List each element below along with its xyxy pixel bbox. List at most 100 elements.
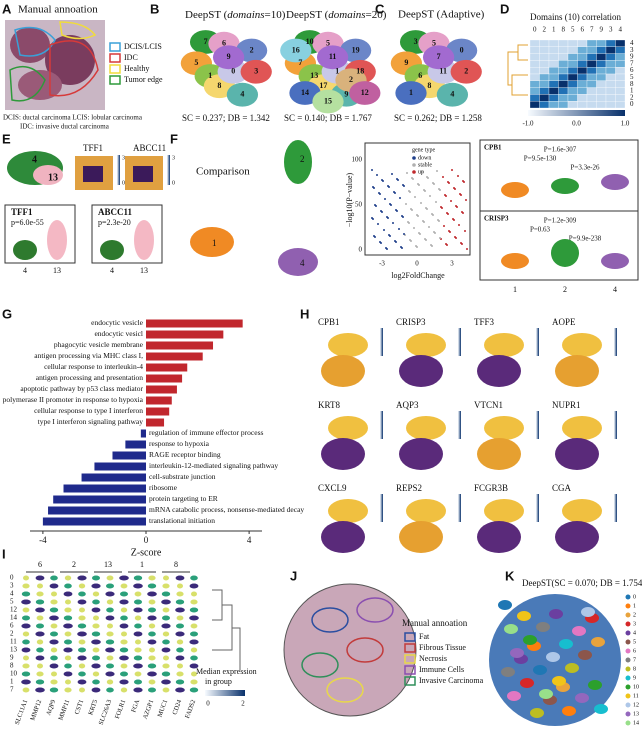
bar	[146, 363, 188, 372]
violin	[176, 671, 184, 677]
heat-cell	[529, 87, 540, 95]
domain-label: 6	[222, 39, 226, 48]
expression-map	[555, 438, 599, 470]
violin	[175, 575, 185, 581]
violin	[161, 647, 171, 653]
heat-cell	[605, 53, 616, 61]
axis-label: Z-score	[131, 547, 162, 558]
violin	[162, 639, 170, 645]
row-label: 9	[10, 654, 14, 662]
panel-letter: G	[2, 306, 12, 321]
expression-map	[406, 499, 446, 523]
expression-map	[321, 521, 365, 553]
volcano-point	[454, 236, 456, 238]
row-label: 0	[10, 574, 14, 582]
heat-cell	[586, 39, 597, 47]
heat-cell	[567, 87, 578, 95]
violin	[91, 607, 101, 613]
gene-label: AZGP1	[142, 699, 155, 720]
violin	[36, 639, 44, 645]
volcano-point	[402, 184, 404, 186]
heat-cell	[567, 53, 578, 61]
violin	[92, 679, 100, 685]
volcano-point	[414, 196, 416, 198]
heat-cell	[615, 60, 626, 68]
legend-label: 12	[633, 702, 639, 708]
gene-label: MMP11	[57, 699, 71, 722]
volcano-frame	[364, 142, 471, 256]
volcano-point	[465, 199, 467, 201]
annotation-outline	[356, 597, 394, 623]
heat-cell	[596, 53, 607, 61]
violin	[163, 575, 169, 581]
row-label: 3	[630, 46, 634, 54]
violin	[135, 639, 141, 645]
volcano-point	[418, 232, 420, 234]
violin	[163, 655, 169, 661]
violin	[36, 647, 44, 653]
p-value: p=2.3e-20	[98, 218, 131, 227]
violin	[51, 671, 57, 677]
domain-label: 1	[212, 238, 217, 248]
legend-swatch	[109, 42, 121, 52]
volcano-point	[455, 205, 457, 207]
heat-cell	[596, 67, 607, 75]
bar	[146, 374, 183, 383]
heat-cell	[548, 80, 559, 88]
domain-label: 17	[319, 81, 327, 90]
expression-map	[562, 416, 602, 440]
heat-cell	[567, 39, 578, 47]
map-title: DeepST (domains=20)	[286, 9, 387, 21]
volcano-point	[387, 185, 389, 187]
heat-cell	[548, 73, 559, 81]
bar	[53, 495, 147, 504]
panel-letter: K	[505, 568, 515, 583]
domain-region	[581, 607, 595, 617]
gene-label: CRISP3	[396, 317, 426, 327]
domain-label: 1	[335, 67, 339, 76]
colorbar	[536, 411, 539, 439]
legend-label: down	[418, 155, 431, 161]
heat-cell	[596, 39, 607, 47]
heat-cell	[529, 53, 540, 61]
violin	[106, 663, 114, 669]
gene-label: TFF1	[11, 207, 33, 217]
domain-region	[591, 637, 605, 647]
expression-map	[406, 416, 446, 440]
violin	[119, 599, 129, 605]
heat-cell	[596, 80, 607, 88]
violin	[162, 663, 170, 669]
gene-label: CST1	[74, 699, 86, 716]
volcano-point	[426, 176, 428, 178]
group-label: 13	[104, 560, 112, 569]
bar	[146, 352, 203, 361]
colorbar	[614, 328, 617, 356]
heat-cell	[539, 46, 550, 54]
x-tick-label: 3	[450, 260, 454, 268]
violin	[133, 655, 143, 661]
heat-cell	[577, 87, 588, 95]
violin	[120, 615, 128, 621]
violin	[134, 220, 154, 260]
violin	[133, 687, 143, 693]
bar	[48, 506, 146, 515]
domain-region	[572, 626, 586, 636]
row-label: 8	[630, 80, 634, 88]
colorbar-tick: -1.0	[522, 120, 534, 128]
expression-map	[555, 355, 599, 387]
violin	[147, 615, 157, 621]
expression-map	[399, 355, 443, 387]
volcano-point	[379, 241, 381, 243]
domain-label: 1	[208, 71, 212, 80]
blob	[190, 227, 234, 257]
heat-cell	[529, 46, 540, 54]
violin	[22, 615, 30, 621]
domain-label: 3	[254, 67, 258, 76]
volcano-point	[380, 210, 382, 212]
bar	[146, 396, 172, 405]
violin	[106, 631, 114, 637]
violin	[119, 647, 129, 653]
gene-label: AQP3	[396, 400, 419, 410]
volcano-point	[411, 177, 413, 179]
violin	[162, 615, 170, 621]
